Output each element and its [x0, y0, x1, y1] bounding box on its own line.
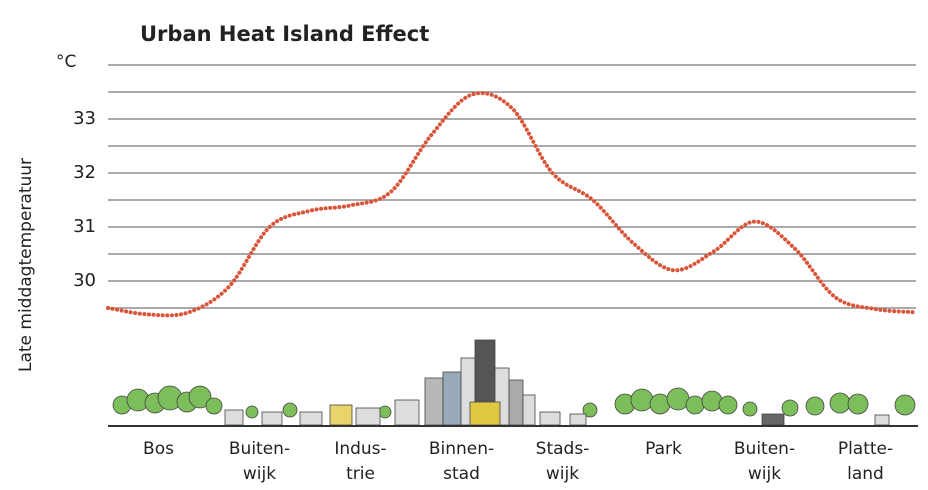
unit-label: °C	[56, 52, 76, 72]
temperature-line	[108, 93, 916, 315]
y-tick-label: 31	[73, 216, 96, 237]
chart-svg: Urban Heat Island Effect °C Late middagt…	[0, 0, 928, 490]
x-tick-label: Platte- land	[816, 437, 916, 487]
y-tick-label: 30	[73, 270, 96, 291]
x-tick-label: Buiten- wijk	[210, 437, 310, 487]
skyline	[113, 340, 915, 425]
x-tick-label: Binnen- stad	[412, 437, 512, 487]
x-tick-label: Park	[614, 437, 714, 462]
x-tick-label: Stads- wijk	[513, 437, 613, 487]
y-axis-label: Late middagtemperatuur	[16, 158, 36, 372]
chart-title: Urban Heat Island Effect	[140, 22, 429, 46]
grid	[108, 65, 916, 308]
x-tick-label: Indus- trie	[311, 437, 411, 487]
chart: Urban Heat Island Effect °C Late middagt…	[0, 0, 928, 490]
x-tick-label: Buiten- wijk	[715, 437, 815, 487]
y-tick-label: 33	[73, 108, 96, 129]
x-tick-label: Bos	[109, 437, 209, 462]
y-tick-label: 32	[73, 162, 96, 183]
